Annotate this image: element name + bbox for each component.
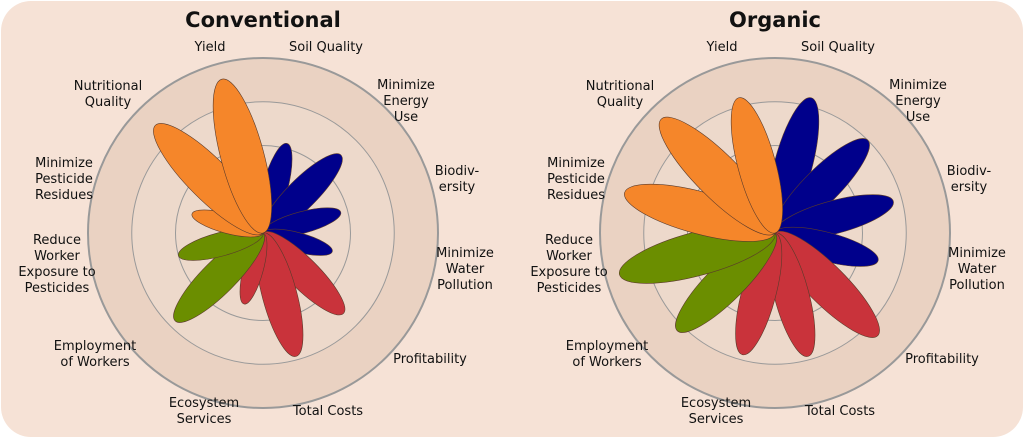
category-label: Profitability — [905, 352, 979, 367]
category-label: Profitability — [393, 352, 467, 367]
category-label: Soil Quality — [801, 40, 875, 55]
category-label: Reduce Worker Exposure to Pesticides — [18, 233, 95, 296]
category-label: Ecosystem Services — [681, 396, 751, 427]
category-label: Ecosystem Services — [169, 396, 239, 427]
category-label: Biodiv-ersity — [435, 164, 480, 195]
category-label: Minimize Energy Use — [377, 78, 435, 125]
category-label: Employment of Workers — [566, 339, 648, 370]
grid-ring — [87, 57, 439, 409]
category-label: Total Costs — [804, 404, 875, 419]
grid-ring — [687, 145, 863, 321]
grid-ring — [599, 57, 951, 409]
category-label: Minimize Water Pollution — [436, 246, 494, 293]
category-label: Biodiv-ersity — [947, 164, 992, 195]
category-label: Total Costs — [292, 404, 363, 419]
category-label: Soil Quality — [289, 40, 363, 55]
category-label: Minimize Pesticide Residues — [547, 156, 605, 203]
category-label: Nutritional Quality — [74, 79, 143, 110]
grid-ring — [175, 145, 351, 321]
category-label: Reduce Worker Exposure to Pesticides — [530, 233, 607, 296]
category-label: Minimize Water Pollution — [948, 246, 1006, 293]
category-label: Yield — [706, 40, 738, 55]
chart-title: Conventional — [185, 8, 341, 32]
petal — [730, 97, 783, 234]
category-label: Minimize Pesticide Residues — [35, 156, 93, 203]
category-label: Employment of Workers — [54, 339, 136, 370]
category-label: Minimize Energy Use — [889, 78, 947, 125]
petal — [212, 78, 272, 234]
chart-title: Organic — [729, 8, 821, 32]
category-label: Yield — [194, 40, 226, 55]
category-label: Nutritional Quality — [586, 79, 655, 110]
